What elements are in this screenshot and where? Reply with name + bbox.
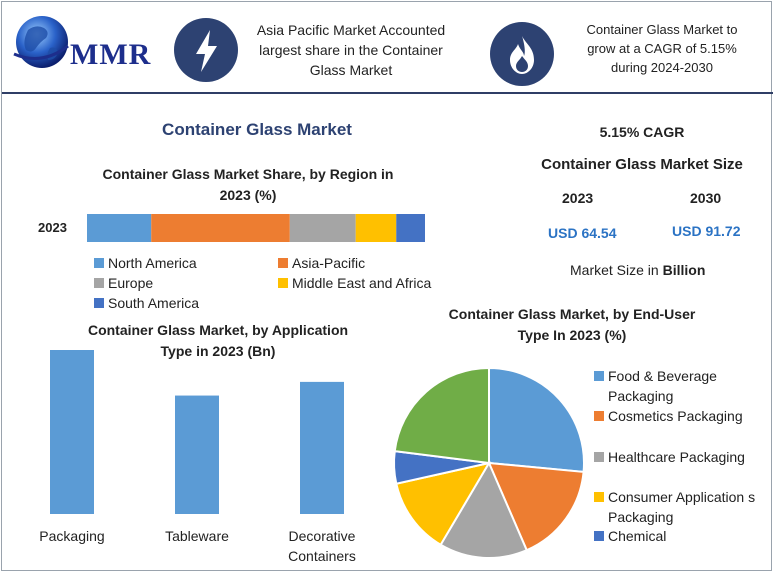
- pie-legend-consumer: Consumer Application s Packaging: [594, 487, 755, 527]
- app-category-decorative: Decorative Containers: [288, 528, 356, 564]
- legend-item-middle-east-africa: Middle East and Africa: [278, 275, 431, 291]
- cagr-label: 5.15% CAGR: [599, 124, 685, 140]
- legend-swatch: [594, 411, 604, 421]
- logo-text: MMR: [70, 38, 152, 71]
- application-chart-title: Container Glass Market, by Application T…: [87, 322, 349, 359]
- app-category-packaging: Packaging: [39, 528, 105, 544]
- pie-slice-5: [393, 366, 490, 465]
- year-2030: 2030: [690, 190, 722, 206]
- pie-slice-2: [439, 460, 529, 559]
- header-bar: MMR Asia Pacific Market Accounted larges…: [2, 2, 773, 94]
- legend-swatch: [594, 492, 604, 502]
- legend-item-south-america: South America: [94, 295, 199, 311]
- flame-icon: [510, 36, 534, 74]
- legend-item-north-america: North America: [94, 255, 197, 271]
- legend-swatch: [94, 258, 104, 268]
- year-2023: 2023: [562, 190, 594, 206]
- application-bar-1: [175, 395, 219, 514]
- legend-swatch: [94, 298, 104, 308]
- legend-swatch: [94, 278, 104, 288]
- region-chart-title: Container Glass Market Share, by Region …: [102, 166, 394, 203]
- legend-swatch: [594, 371, 604, 381]
- legend-item-europe: Europe: [94, 275, 153, 291]
- market-size-title: Container Glass Market Size: [541, 156, 743, 173]
- pie-legend-food-beverage: Food & Beverage Packaging: [594, 366, 717, 406]
- highlight2-text: Container Glass Market to grow at a CAGR…: [586, 22, 738, 75]
- value-2030: USD 91.72: [672, 223, 741, 239]
- main-title: Container Glass Market: [162, 120, 352, 139]
- legend-item-asia-pacific: Asia-Pacific: [278, 255, 365, 271]
- pie-slice-3: [395, 461, 492, 547]
- value-2023: USD 64.54: [548, 225, 617, 241]
- region-bar-segment-1: [151, 214, 290, 242]
- legend-swatch: [594, 452, 604, 462]
- logo: MMR: [10, 8, 160, 88]
- app-category-tableware: Tableware: [165, 528, 229, 544]
- application-bar-2: [300, 381, 344, 514]
- pie-legend-healthcare: Healthcare Packaging: [594, 447, 745, 467]
- pie-legend-cosmetics: Cosmetics Packaging: [594, 406, 743, 426]
- pie-legend-chemical: Chemical: [594, 526, 666, 546]
- region-bar-segment-2: [289, 214, 356, 242]
- highlight2-badge: [490, 22, 554, 86]
- region-bar-category: 2023: [38, 220, 67, 235]
- pie-slice-1: [487, 461, 585, 552]
- lightning-bolt-icon: [196, 30, 217, 72]
- application-bar-0: [50, 350, 94, 514]
- legend-swatch: [594, 531, 604, 541]
- pie-slice-0: [488, 366, 585, 474]
- legend-swatch: [278, 278, 288, 288]
- region-bar-segment-0: [87, 214, 152, 242]
- globe-icon: [13, 16, 69, 68]
- region-bar-segment-3: [355, 214, 397, 242]
- region-bar-segment-4: [396, 214, 425, 242]
- highlight1-badge: [174, 18, 238, 82]
- highlight1-text: Asia Pacific Market Accounted largest sh…: [256, 22, 446, 78]
- enduser-chart-title: Container Glass Market, by End-User Type…: [448, 306, 696, 343]
- legend-swatch: [278, 258, 288, 268]
- market-size-unit: Market Size in Billion: [570, 262, 706, 278]
